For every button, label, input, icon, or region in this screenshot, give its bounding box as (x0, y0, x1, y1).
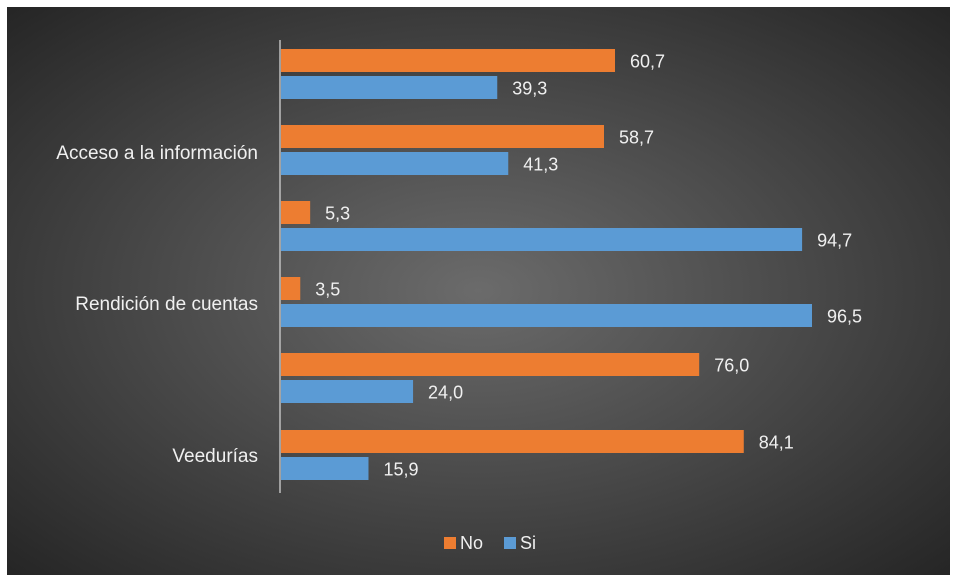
data-label-si: 41,3 (523, 155, 558, 175)
data-label-si: 96,5 (827, 307, 862, 327)
data-label-no: 5,3 (325, 204, 350, 224)
bar-no (281, 430, 744, 453)
data-label-si: 94,7 (817, 231, 852, 251)
bar-si (281, 457, 369, 480)
bar-si (281, 304, 812, 327)
data-label-no: 76,0 (714, 356, 749, 376)
bar-no (281, 49, 616, 72)
category-label: Acceso a la información (56, 143, 258, 164)
data-label-no: 60,7 (630, 52, 665, 72)
legend-swatch-no (444, 537, 456, 549)
data-label-no: 3,5 (315, 280, 340, 300)
data-label-si: 15,9 (383, 460, 418, 480)
category-label: Veedurías (172, 446, 258, 467)
legend-label-no: No (460, 533, 483, 553)
bar-no (281, 201, 311, 224)
data-label-no: 84,1 (759, 433, 794, 453)
chart-background (7, 7, 950, 575)
data-label-no: 58,7 (619, 128, 654, 148)
bar-no (281, 125, 605, 148)
category-label: Rendición de cuentas (75, 294, 258, 315)
data-label-si: 39,3 (512, 79, 547, 99)
bar-no (281, 277, 301, 300)
bar-no (281, 353, 700, 376)
legend-swatch-si (504, 537, 516, 549)
bar-si (281, 76, 498, 99)
legend-label-si: Si (520, 533, 536, 553)
bar-si (281, 152, 509, 175)
bar-si (281, 228, 803, 251)
data-label-si: 24,0 (428, 383, 463, 403)
bar-si (281, 380, 414, 403)
